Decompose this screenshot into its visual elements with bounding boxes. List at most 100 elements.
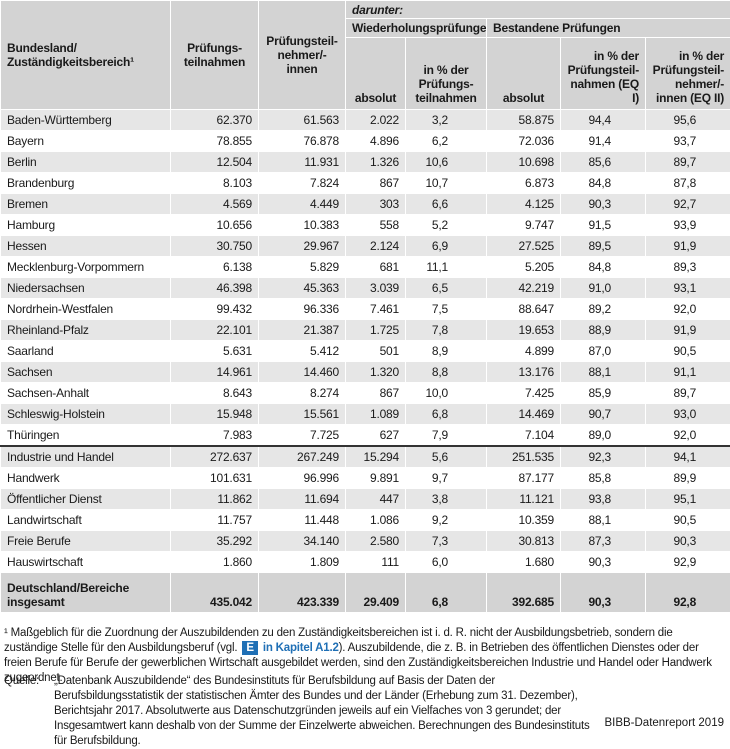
- table-cell: 6.138: [171, 257, 259, 278]
- header-cell: absolut: [346, 38, 406, 110]
- table-cell: 101.631: [171, 468, 259, 489]
- row-label: Bremen: [1, 194, 171, 215]
- table-cell: 88,1: [561, 362, 646, 383]
- table-cell: 10.359: [487, 510, 561, 531]
- table-cell: 93,8: [561, 489, 646, 510]
- table-cell: 87,3: [561, 531, 646, 552]
- table-cell: 11.931: [259, 152, 346, 173]
- table-cell: 90,3: [561, 194, 646, 215]
- table-cell: 8,8: [406, 362, 487, 383]
- table-cell: 1.086: [346, 510, 406, 531]
- data-table: Bundesland/ Zuständigkeitsbereich¹ Prüfu…: [0, 0, 730, 613]
- table-cell: 90,3: [561, 552, 646, 573]
- row-label: Sachsen: [1, 362, 171, 383]
- table-cell: 90,3: [646, 531, 730, 552]
- table-cell: 1.680: [487, 552, 561, 573]
- row-label: Nordrhein-Westfalen: [1, 299, 171, 320]
- table-cell: 89,2: [561, 299, 646, 320]
- header-cell: Prüfungs-teilnahmen: [171, 1, 259, 110]
- row-label: Brandenburg: [1, 173, 171, 194]
- table-cell: 89,9: [646, 468, 730, 489]
- table-cell: 89,5: [561, 236, 646, 257]
- table-cell: 681: [346, 257, 406, 278]
- table-cell: 10,6: [406, 152, 487, 173]
- table-cell: 93,0: [646, 404, 730, 425]
- row-label: Bayern: [1, 131, 171, 152]
- table-cell: 10.383: [259, 215, 346, 236]
- table-cell: 87.177: [487, 468, 561, 489]
- table-cell: 29.967: [259, 236, 346, 257]
- table-cell: 9,7: [406, 468, 487, 489]
- table-cell: 88.647: [487, 299, 561, 320]
- table-cell: 5,6: [406, 446, 487, 468]
- reference-link[interactable]: in Kapitel A1.2: [263, 642, 339, 654]
- table-cell: 5.412: [259, 341, 346, 362]
- table-cell: 85,8: [561, 468, 646, 489]
- table-cell: 21.387: [259, 320, 346, 341]
- table-cell: 15.561: [259, 404, 346, 425]
- table-cell: 6,9: [406, 236, 487, 257]
- table-cell: 1.725: [346, 320, 406, 341]
- table-cell: 85,9: [561, 383, 646, 404]
- table-cell: 272.637: [171, 446, 259, 468]
- row-label: Schleswig-Holstein: [1, 404, 171, 425]
- table-cell: 92,7: [646, 194, 730, 215]
- table-cell: 95,1: [646, 489, 730, 510]
- table-cell: 7,8: [406, 320, 487, 341]
- table-cell: 11.694: [259, 489, 346, 510]
- header-cell: in % der Prüfungs-teilnahmen: [406, 38, 487, 110]
- row-label: Berlin: [1, 152, 171, 173]
- row-label: Deutschland/Bereiche insgesamt: [1, 573, 171, 613]
- table-cell: 90,3: [561, 573, 646, 613]
- table-cell: 558: [346, 215, 406, 236]
- table-cell: 30.813: [487, 531, 561, 552]
- table-cell: 6,0: [406, 552, 487, 573]
- table-cell: 88,1: [561, 510, 646, 531]
- table-cell: 7.725: [259, 425, 346, 447]
- table-cell: 6,2: [406, 131, 487, 152]
- table-cell: 14.460: [259, 362, 346, 383]
- table-cell: 89,0: [561, 425, 646, 447]
- table-cell: 4.896: [346, 131, 406, 152]
- table-cell: 27.525: [487, 236, 561, 257]
- header-cell: in % der Prüfungsteil-nehmer/-innen (EQ …: [646, 38, 730, 110]
- table-cell: 90,7: [561, 404, 646, 425]
- table-cell: 251.535: [487, 446, 561, 468]
- table-cell: 88,9: [561, 320, 646, 341]
- table-cell: 93,9: [646, 215, 730, 236]
- table-cell: 12.504: [171, 152, 259, 173]
- table-cell: 6,8: [406, 404, 487, 425]
- table-cell: 9.747: [487, 215, 561, 236]
- table-cell: 61.563: [259, 110, 346, 131]
- row-label: Saarland: [1, 341, 171, 362]
- table-cell: 13.176: [487, 362, 561, 383]
- table-cell: 15.948: [171, 404, 259, 425]
- table-cell: 4.449: [259, 194, 346, 215]
- table-cell: 5.631: [171, 341, 259, 362]
- table-cell: 3,8: [406, 489, 487, 510]
- row-label: Hauswirtschaft: [1, 552, 171, 573]
- table-cell: 91,9: [646, 320, 730, 341]
- table-cell: 76.878: [259, 131, 346, 152]
- header-cell: Bestandene Prüfungen: [487, 19, 730, 38]
- table-cell: 91,9: [646, 236, 730, 257]
- table-cell: 4.899: [487, 341, 561, 362]
- table-cell: 92,9: [646, 552, 730, 573]
- header-cell: absolut: [487, 38, 561, 110]
- table-cell: 30.750: [171, 236, 259, 257]
- header-cell: Prüfungsteil-nehmer/-innen: [259, 1, 346, 110]
- row-label: Rheinland-Pfalz: [1, 320, 171, 341]
- table-cell: 1.326: [346, 152, 406, 173]
